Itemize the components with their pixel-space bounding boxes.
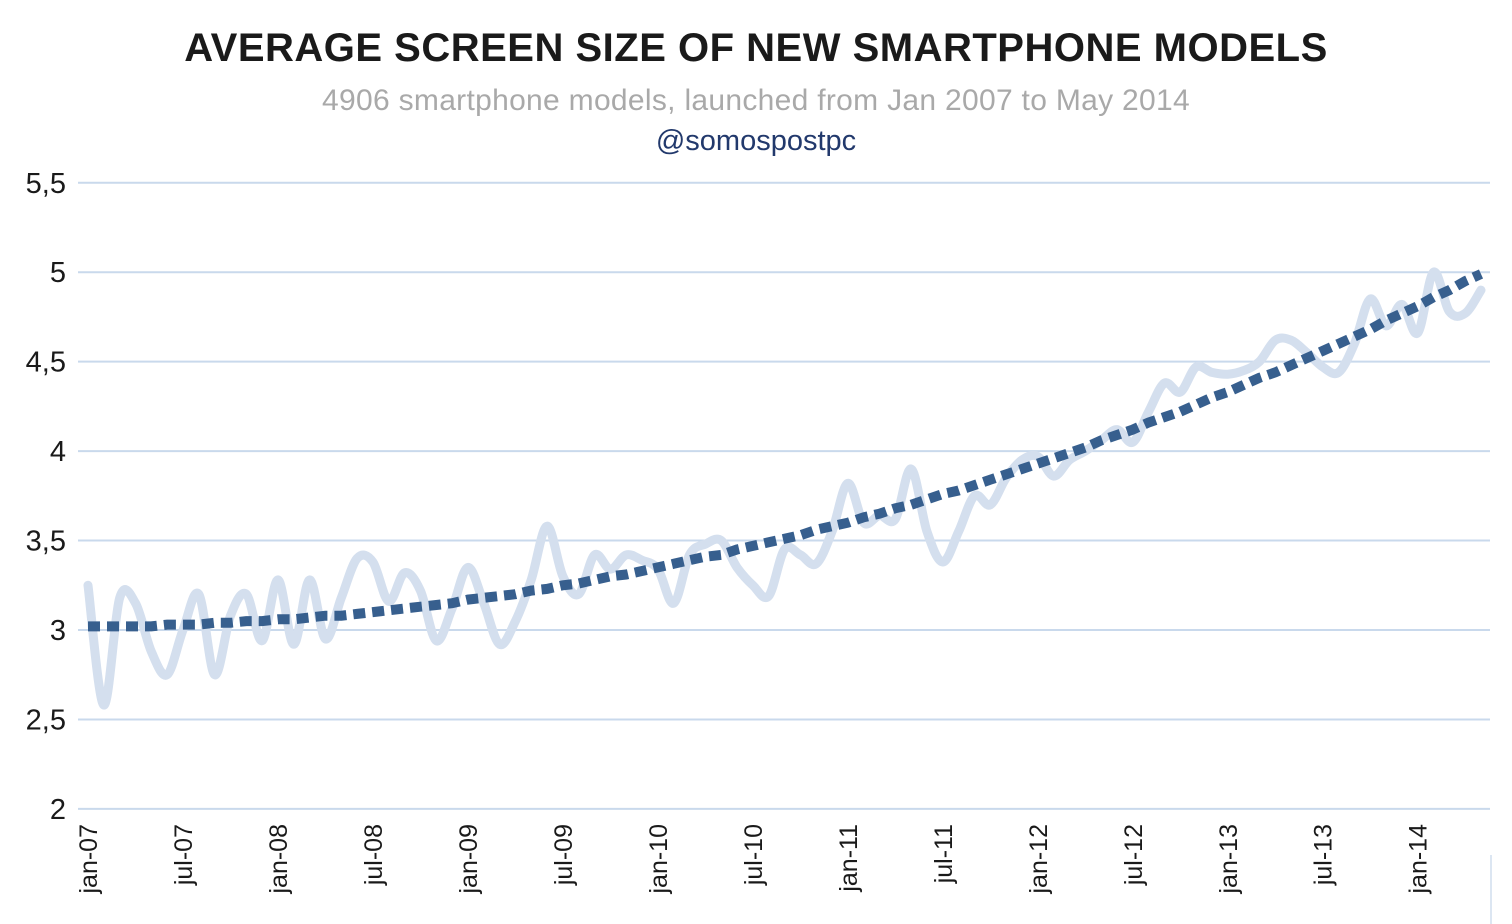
x-tick-label: jul-07 [170, 824, 198, 886]
y-tick-label: 4 [50, 436, 66, 468]
y-tick-label: 5 [50, 257, 66, 289]
y-tick-label: 5,5 [26, 168, 66, 200]
x-tick-label: jan-07 [75, 824, 103, 895]
x-tick-label: jul-10 [740, 824, 768, 886]
x-tick-label: jan-13 [1215, 824, 1243, 895]
y-tick-label: 2,5 [26, 704, 66, 736]
x-tick-label: jan-10 [645, 824, 673, 895]
y-tick-label: 3 [50, 615, 66, 647]
x-tick-label: jul-08 [360, 824, 388, 886]
y-tick-label: 4,5 [26, 347, 66, 379]
x-tick-label: jan-12 [1025, 824, 1053, 895]
x-tick-label: jul-11 [930, 824, 958, 884]
x-tick-label: jan-08 [265, 824, 293, 895]
x-tick-label: jan-14 [1405, 824, 1433, 895]
x-tick-label: jan-11 [835, 824, 863, 893]
monthly-average-series-line [83, 267, 1486, 710]
chart-author-handle: @somospostpc [655, 125, 857, 157]
y-tick-label: 3,5 [26, 526, 66, 558]
chart-header: AVERAGE SCREEN SIZE OF NEW SMARTPHONE MO… [0, 26, 1512, 158]
x-tick-label: jul-12 [1120, 824, 1148, 886]
chart-title: AVERAGE SCREEN SIZE OF NEW SMARTPHONE MO… [184, 26, 1328, 70]
y-tick-label: 2 [50, 794, 66, 826]
trend-series-dashed-line [88, 269, 1484, 632]
chart-subtitle: 4906 smartphone models, launched from Ja… [322, 84, 1190, 117]
x-tick-label: jan-09 [455, 824, 483, 895]
x-tick-label: jul-09 [550, 824, 578, 886]
x-tick-label: jul-13 [1310, 824, 1338, 886]
